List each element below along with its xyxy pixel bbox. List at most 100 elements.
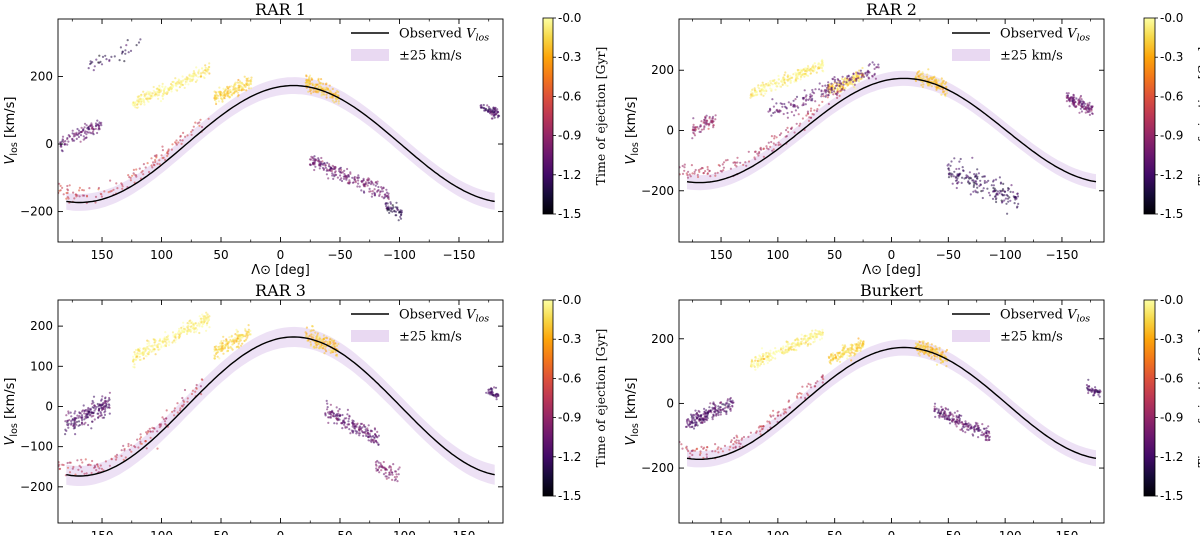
scatter-point bbox=[148, 427, 151, 430]
scatter-point bbox=[796, 105, 799, 108]
scatter-point bbox=[133, 445, 136, 448]
scatter-point bbox=[335, 100, 338, 103]
scatter-point bbox=[230, 89, 233, 92]
scatter-point bbox=[80, 126, 83, 129]
scatter-point bbox=[817, 331, 820, 334]
scatter-point bbox=[986, 434, 989, 437]
scatter-point bbox=[373, 436, 376, 439]
scatter-point bbox=[154, 159, 157, 162]
scatter-point bbox=[60, 144, 63, 147]
scatter-point bbox=[93, 464, 96, 467]
scatter-point bbox=[213, 90, 216, 93]
scatter-point bbox=[714, 172, 717, 175]
scatter-point bbox=[364, 432, 368, 435]
y-tick-label: 200 bbox=[651, 63, 674, 77]
x-tick-label: −150 bbox=[442, 529, 475, 535]
y-axis-label: Vlos [km/s] bbox=[3, 97, 20, 165]
scatter-point bbox=[160, 154, 163, 157]
scatter-point bbox=[995, 200, 998, 204]
scatter-point bbox=[725, 406, 728, 409]
scatter-point bbox=[366, 427, 369, 430]
scatter-point bbox=[790, 346, 793, 349]
scatter-point bbox=[859, 349, 862, 352]
scatter-point bbox=[819, 333, 822, 336]
scatter-point bbox=[335, 413, 338, 416]
scatter-point bbox=[146, 342, 149, 345]
observed-vlos-line bbox=[686, 77, 1097, 184]
scatter-point bbox=[735, 439, 738, 442]
scatter-point bbox=[973, 173, 976, 176]
scatter-point bbox=[1098, 391, 1101, 394]
scatter-point bbox=[767, 357, 771, 361]
scatter-point bbox=[311, 325, 314, 328]
scatter-point bbox=[224, 345, 227, 349]
scatter-point bbox=[1083, 107, 1086, 111]
scatter-point bbox=[180, 82, 183, 85]
scatter-point bbox=[355, 432, 358, 435]
scatter-point bbox=[797, 339, 800, 342]
scatter-point bbox=[95, 469, 98, 472]
scatter-point bbox=[186, 397, 189, 400]
scatter-point bbox=[351, 422, 354, 425]
scatter-point bbox=[735, 441, 738, 444]
scatter-point bbox=[783, 81, 787, 85]
plot-area bbox=[58, 38, 501, 222]
scatter-point bbox=[728, 448, 731, 451]
scatter-point bbox=[794, 348, 797, 351]
scatter-point bbox=[724, 402, 728, 405]
scatter-point bbox=[165, 338, 168, 341]
scatter-point bbox=[670, 446, 672, 448]
legend-label-band: ±25 km/s bbox=[399, 49, 462, 64]
scatter-point bbox=[1075, 97, 1078, 100]
scatter-point bbox=[493, 386, 496, 389]
scatter-point bbox=[330, 338, 333, 341]
scatter-point bbox=[698, 170, 701, 173]
scatter-point bbox=[711, 406, 714, 409]
scatter-point bbox=[324, 164, 327, 167]
scatter-point bbox=[174, 77, 177, 80]
scatter-point bbox=[99, 404, 102, 407]
scatter-point bbox=[758, 150, 761, 154]
scatter-point bbox=[780, 132, 783, 135]
scatter-point bbox=[934, 85, 937, 88]
scatter-point bbox=[143, 93, 146, 96]
scatter-point bbox=[235, 328, 238, 331]
scatter-point bbox=[217, 346, 220, 350]
scatter-point bbox=[983, 181, 986, 184]
scatter-point bbox=[94, 201, 97, 204]
scatter-point bbox=[729, 167, 733, 170]
scatter-point bbox=[150, 93, 153, 96]
scatter-point bbox=[176, 411, 179, 414]
scatter-point bbox=[376, 459, 379, 463]
scatter-point bbox=[147, 170, 151, 174]
scatter-point bbox=[809, 95, 812, 98]
scatter-point bbox=[703, 418, 707, 421]
scatter-point bbox=[758, 359, 761, 362]
scatter-point bbox=[491, 392, 494, 395]
scatter-point bbox=[165, 92, 168, 96]
scatter-point bbox=[148, 344, 151, 347]
scatter-point bbox=[152, 89, 155, 92]
scatter-point bbox=[347, 417, 350, 420]
scatter-point bbox=[81, 419, 84, 422]
scatter-point bbox=[243, 75, 246, 78]
scatter-point bbox=[135, 44, 138, 47]
scatter-point bbox=[192, 125, 195, 128]
scatter-point bbox=[1008, 196, 1011, 199]
scatter-point bbox=[755, 357, 758, 360]
scatter-point bbox=[325, 96, 328, 99]
scatter-point bbox=[1072, 93, 1075, 96]
scatter-point bbox=[331, 99, 334, 102]
scatter-point bbox=[693, 170, 696, 173]
scatter-point bbox=[321, 166, 324, 169]
scatter-point bbox=[981, 196, 984, 200]
scatter-point bbox=[368, 187, 371, 190]
scatter-point bbox=[975, 423, 978, 426]
scatter-point bbox=[941, 350, 944, 353]
scatter-point bbox=[321, 91, 324, 94]
scatter-point bbox=[222, 339, 225, 342]
scatter-point bbox=[332, 339, 335, 342]
